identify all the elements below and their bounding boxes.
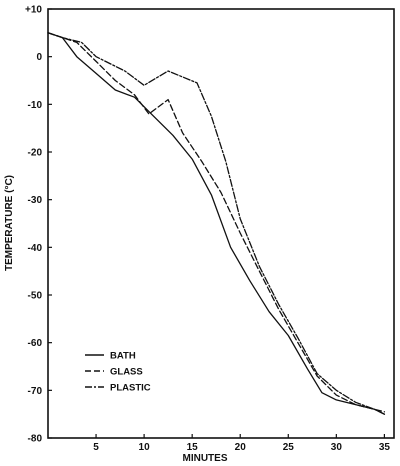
axis-tick-labels: +10 0 -10 -20 -30 -40 -50 -60 -70 -80 5 10 15 20 25 30 3…	[25, 5, 390, 454]
y-tick-label: 0	[36, 52, 42, 63]
x-tick-label: 35	[379, 442, 391, 453]
y-tick-label: -80	[28, 434, 43, 445]
series-lines	[47, 32, 386, 415]
y-tick-label: -10	[28, 100, 43, 111]
y-tick-label: +10	[25, 5, 42, 16]
series-line-plastic	[47, 32, 386, 415]
y-tick-label: -70	[28, 386, 43, 397]
x-tick-label: 20	[235, 442, 247, 453]
series-line-glass	[47, 32, 386, 413]
legend-label-plastic: PLASTIC	[110, 383, 151, 394]
y-axis-label: TEMPERATURE (°C)	[4, 175, 15, 271]
legend: BATH GLASS PLASTIC	[85, 351, 151, 394]
x-tick-label: 15	[187, 442, 199, 453]
plot-frame	[47, 8, 395, 439]
x-tick-label: 25	[283, 442, 295, 453]
x-tick-label: 30	[331, 442, 343, 453]
x-axis-label: MINUTES	[183, 453, 228, 464]
legend-label-bath: BATH	[110, 351, 136, 362]
x-tick-label: 10	[139, 442, 151, 453]
series-line-bath	[47, 32, 386, 415]
legend-label-glass: GLASS	[110, 367, 143, 378]
axis-ticks	[48, 8, 385, 439]
x-tick-label: 5	[93, 442, 99, 453]
y-tick-label: -60	[28, 338, 43, 349]
y-tick-label: -50	[28, 291, 43, 302]
y-tick-label: -40	[28, 243, 43, 254]
y-tick-label: -30	[28, 195, 43, 206]
y-tick-label: -20	[28, 148, 43, 159]
